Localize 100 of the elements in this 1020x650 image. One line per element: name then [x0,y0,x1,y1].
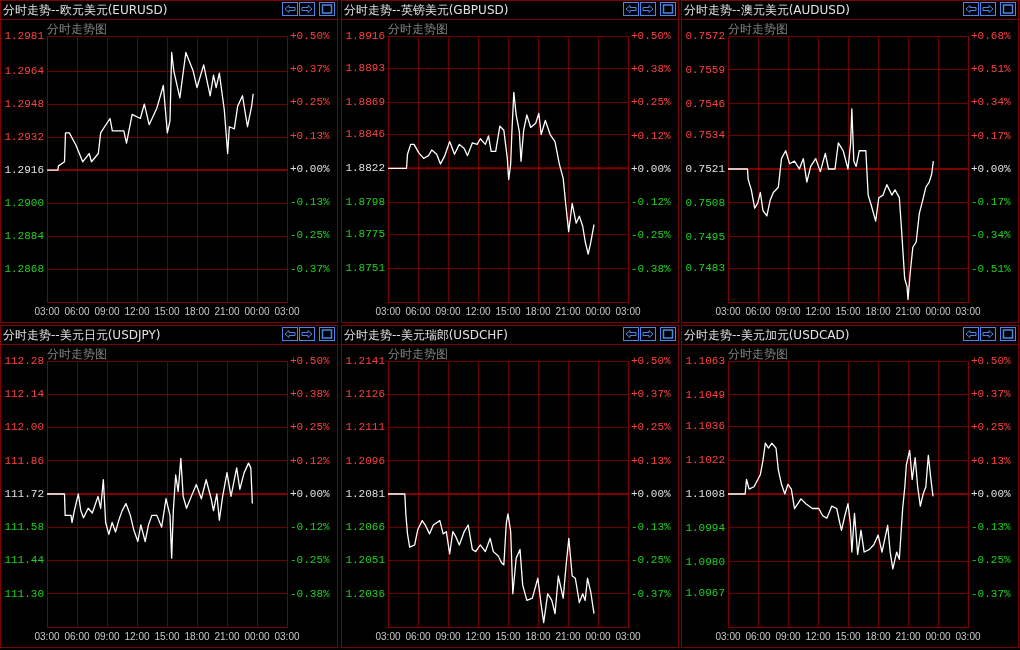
y2-tick-label: -0.38% [631,262,672,275]
y-tick-label: 1.8869 [345,96,385,109]
y2-tick-label: +0.25% [290,96,331,109]
x-tick-label: 18:00 [865,305,891,317]
y2-tick-label: -0.51% [971,262,1012,275]
x-tick-label: 09:00 [94,305,120,317]
y-tick-label: 1.2932 [4,130,44,143]
x-tick-label: 21:00 [555,305,581,317]
chart-title: 分时走势--美元日元(USDJPY) [3,327,161,344]
y-tick-label: 112.00 [4,421,44,434]
y2-tick-label: +0.25% [971,421,1012,434]
y2-tick-label: +0.00% [971,162,1012,175]
y2-tick-label: -0.38% [290,587,331,600]
x-tick-label: 03:00 [715,630,741,642]
y-tick-label: 1.8846 [345,128,385,141]
x-tick-label: 15:00 [154,305,180,317]
y2-tick-label: -0.25% [631,229,672,242]
x-tick-label: 00:00 [925,630,951,642]
y2-tick-label: +0.50% [631,354,672,367]
y-tick-label: 1.2884 [4,229,45,242]
x-tick-label: 12:00 [124,305,150,317]
y2-tick-label: -0.25% [290,229,331,242]
x-tick-label: 03:00 [615,305,641,317]
x-tick-label: 03:00 [375,630,401,642]
y2-tick-label: +0.13% [631,454,672,467]
y2-tick-label: +0.51% [971,63,1012,76]
y-tick-label: 1.2981 [4,29,45,42]
y2-tick-label: +0.25% [631,96,672,109]
y-tick-label: 1.2900 [4,196,44,209]
y2-tick-label: +0.37% [631,388,672,401]
y-tick-label: 1.2081 [345,487,386,500]
y2-tick-label: +0.13% [971,454,1012,467]
x-tick-label: 18:00 [184,630,210,642]
chart-title: 分时走势--澳元美元(AUDUSD) [684,2,850,19]
chart-subtitle: 分时走势图 [388,346,448,363]
y2-tick-label: -0.12% [290,521,331,534]
y-tick-label: 1.2916 [4,163,44,176]
x-tick-label: 00:00 [925,305,951,317]
y2-tick-label: +0.00% [971,487,1012,500]
y-tick-label: 1.8775 [345,228,385,241]
x-tick-label: 15:00 [835,630,861,642]
y2-tick-label: -0.25% [631,554,672,567]
x-tick-label: 12:00 [465,630,491,642]
x-tick-label: 15:00 [154,630,180,642]
y-tick-label: 0.7483 [685,262,725,274]
x-tick-label: 03:00 [955,305,981,317]
x-tick-label: 09:00 [94,630,120,642]
x-tick-label: 06:00 [64,305,90,317]
chart-subtitle: 分时走势图 [388,21,448,38]
y-tick-label: 1.8916 [345,29,385,42]
x-tick-label: 00:00 [585,305,611,317]
y-tick-label: 111.58 [4,521,44,534]
x-tick-label: 18:00 [525,305,551,317]
y2-tick-label: +0.00% [290,487,331,500]
y2-tick-label: -0.12% [631,196,672,209]
chart-subtitle: 分时走势图 [728,21,788,38]
y2-tick-label: +0.68% [971,29,1012,42]
y-tick-label: 111.30 [4,587,44,600]
y-tick-label: 1.1049 [685,388,725,401]
x-tick-label: 21:00 [214,305,240,317]
y2-tick-label: +0.13% [290,129,331,142]
x-tick-label: 21:00 [895,305,921,317]
y-tick-label: 1.2096 [345,454,385,467]
x-tick-label: 06:00 [745,630,771,642]
chart-title: 分时走势--美元瑞郎(USDCHF) [344,327,508,344]
chart-subtitle: 分时走势图 [47,21,107,38]
x-tick-label: 15:00 [835,305,861,317]
y-tick-label: 1.2066 [345,521,385,534]
x-tick-label: 00:00 [244,630,270,642]
y-tick-label: 0.7508 [685,196,725,209]
y2-tick-label: +0.38% [631,63,672,76]
x-tick-label: 09:00 [775,630,801,642]
x-tick-label: 12:00 [124,630,150,642]
y-tick-label: 1.0980 [685,555,725,568]
y2-tick-label: -0.34% [971,229,1012,242]
x-tick-label: 15:00 [495,630,521,642]
y-tick-label: 0.7559 [685,63,725,76]
x-tick-label: 03:00 [615,630,641,642]
x-tick-label: 21:00 [555,630,581,642]
y2-tick-label: +0.00% [290,162,331,175]
y-tick-label: 1.2036 [345,587,385,600]
y2-tick-label: +0.00% [631,487,672,500]
y2-tick-label: -0.37% [971,587,1012,600]
y2-tick-label: +0.12% [631,129,672,142]
y-tick-label: 1.0967 [685,587,725,600]
x-tick-label: 09:00 [775,305,801,317]
y-tick-label: 1.8822 [345,162,385,175]
y2-tick-label: -0.13% [290,196,331,209]
y2-tick-label: +0.12% [290,454,331,467]
y-tick-label: 112.14 [4,388,45,401]
y-tick-label: 1.8893 [345,62,385,75]
y-tick-label: 1.2141 [345,354,386,367]
y2-tick-label: +0.17% [971,129,1012,142]
chart-title: 分时走势--美元加元(USDCAD) [684,327,850,344]
x-tick-label: 06:00 [745,305,771,317]
y2-tick-label: +0.37% [971,388,1012,401]
x-tick-label: 12:00 [805,305,831,317]
y-tick-label: 1.2111 [345,421,386,434]
x-tick-label: 03:00 [375,305,401,317]
y2-tick-label: +0.50% [971,354,1012,367]
